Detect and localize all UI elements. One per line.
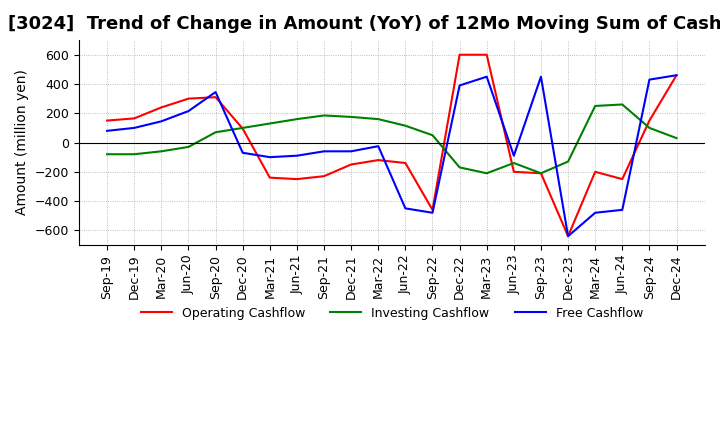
- Operating Cashflow: [455, 52, 464, 57]
- Operating Cashflow: [672, 73, 681, 78]
- Free Cashflow: [455, 83, 464, 88]
- Free Cashflow: [103, 128, 112, 133]
- Line: Investing Cashflow: Investing Cashflow: [107, 104, 677, 173]
- Operating Cashflow: [238, 126, 247, 131]
- Investing Cashflow: [564, 159, 572, 164]
- Operating Cashflow: [266, 175, 274, 180]
- Investing Cashflow: [645, 125, 654, 131]
- Operating Cashflow: [428, 207, 437, 213]
- Investing Cashflow: [672, 136, 681, 141]
- Line: Free Cashflow: Free Cashflow: [107, 75, 677, 236]
- Legend: Operating Cashflow, Investing Cashflow, Free Cashflow: Operating Cashflow, Investing Cashflow, …: [135, 302, 648, 325]
- Free Cashflow: [618, 207, 626, 213]
- Investing Cashflow: [455, 165, 464, 170]
- Y-axis label: Amount (million yen): Amount (million yen): [15, 70, 29, 216]
- Free Cashflow: [130, 125, 138, 131]
- Investing Cashflow: [591, 103, 600, 109]
- Investing Cashflow: [266, 121, 274, 126]
- Investing Cashflow: [211, 130, 220, 135]
- Free Cashflow: [482, 74, 491, 79]
- Free Cashflow: [238, 150, 247, 155]
- Investing Cashflow: [320, 113, 328, 118]
- Operating Cashflow: [401, 160, 410, 165]
- Free Cashflow: [184, 108, 193, 114]
- Investing Cashflow: [184, 144, 193, 150]
- Free Cashflow: [374, 143, 382, 149]
- Investing Cashflow: [536, 171, 545, 176]
- Operating Cashflow: [618, 176, 626, 182]
- Operating Cashflow: [374, 158, 382, 163]
- Free Cashflow: [266, 154, 274, 160]
- Operating Cashflow: [510, 169, 518, 174]
- Free Cashflow: [591, 210, 600, 216]
- Operating Cashflow: [564, 234, 572, 239]
- Investing Cashflow: [130, 152, 138, 157]
- Operating Cashflow: [591, 169, 600, 174]
- Investing Cashflow: [103, 152, 112, 157]
- Investing Cashflow: [238, 125, 247, 131]
- Operating Cashflow: [645, 118, 654, 123]
- Operating Cashflow: [347, 162, 356, 167]
- Free Cashflow: [536, 74, 545, 79]
- Free Cashflow: [428, 210, 437, 216]
- Investing Cashflow: [374, 117, 382, 122]
- Line: Operating Cashflow: Operating Cashflow: [107, 55, 677, 236]
- Operating Cashflow: [130, 116, 138, 121]
- Operating Cashflow: [292, 176, 301, 182]
- Operating Cashflow: [184, 96, 193, 101]
- Free Cashflow: [157, 119, 166, 124]
- Free Cashflow: [401, 206, 410, 211]
- Free Cashflow: [672, 73, 681, 78]
- Operating Cashflow: [103, 118, 112, 123]
- Free Cashflow: [564, 234, 572, 239]
- Operating Cashflow: [320, 173, 328, 179]
- Investing Cashflow: [401, 123, 410, 128]
- Free Cashflow: [211, 89, 220, 95]
- Free Cashflow: [320, 149, 328, 154]
- Operating Cashflow: [157, 105, 166, 110]
- Free Cashflow: [347, 149, 356, 154]
- Operating Cashflow: [536, 171, 545, 176]
- Free Cashflow: [510, 153, 518, 158]
- Investing Cashflow: [482, 171, 491, 176]
- Operating Cashflow: [211, 95, 220, 100]
- Investing Cashflow: [510, 160, 518, 165]
- Investing Cashflow: [618, 102, 626, 107]
- Free Cashflow: [645, 77, 654, 82]
- Investing Cashflow: [428, 132, 437, 138]
- Investing Cashflow: [292, 117, 301, 122]
- Investing Cashflow: [347, 114, 356, 120]
- Operating Cashflow: [482, 52, 491, 57]
- Investing Cashflow: [157, 149, 166, 154]
- Free Cashflow: [292, 153, 301, 158]
- Title: [3024]  Trend of Change in Amount (YoY) of 12Mo Moving Sum of Cashflows: [3024] Trend of Change in Amount (YoY) o…: [8, 15, 720, 33]
